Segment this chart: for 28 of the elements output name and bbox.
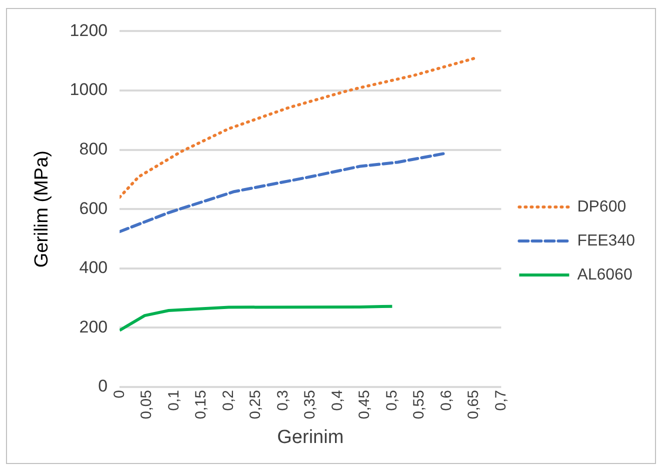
x-tick-label: 0,1 [165,390,182,411]
x-tick-label: 0,7 [492,390,510,411]
y-tick-label: 400 [79,258,108,278]
x-tick-label: 0,05 [138,390,156,420]
legend-label: AL6060 [577,266,632,284]
x-tick-label: 0,55 [410,390,428,420]
x-tick-label: 0,5 [383,390,400,411]
y-tick-label: 1000 [70,80,108,100]
x-tick-label: 0,35 [302,390,319,420]
x-tick-label: 0,3 [274,390,292,411]
line-series [120,56,476,199]
x-axis-title: Gerinim [277,426,344,448]
y-tick-label: 800 [79,139,108,158]
y-axis-title: Gerilim (MPa) [32,150,53,268]
x-tick-label: 0 [110,390,128,398]
legend-label: FEE340 [577,232,636,250]
x-tick-label: 0,45 [356,390,374,420]
y-tick-label: 600 [79,198,108,218]
x-tick-label: 0,15 [192,390,210,420]
x-tick-label: 0,65 [465,390,482,420]
x-tick-label: 0,2 [220,390,237,411]
x-tick-label: 0,6 [438,390,455,411]
y-tick-label: 1200 [70,20,108,40]
legend-label: DP600 [577,198,626,216]
x-tick-label: 0,25 [247,390,264,420]
x-tick-label: 0,4 [328,390,346,411]
y-tick-label: 200 [79,317,108,336]
y-tick-label: 0 [98,376,108,396]
